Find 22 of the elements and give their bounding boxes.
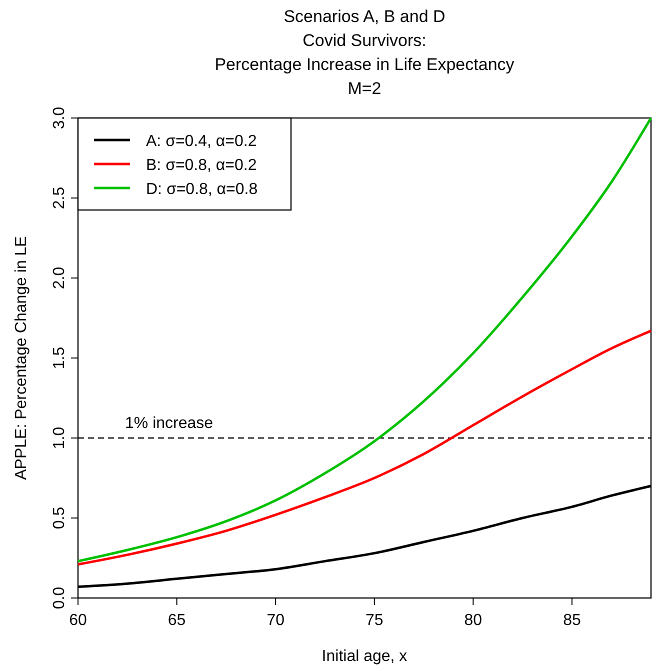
x-tick-label: 60 — [69, 612, 87, 629]
line-series — [76, 116, 652, 562]
line-series — [76, 330, 652, 566]
chart-title: Scenarios A, B and D Covid Survivors: Percentage Increase in Life Expectancy M=2 — [214, 7, 515, 98]
ref-line-label: 1% increase — [125, 415, 214, 432]
x-tick-label: 65 — [168, 612, 186, 629]
y-tick-label: 2.0 — [51, 266, 68, 290]
legend-label: D: σ=0.8, α=0.8 — [146, 181, 258, 198]
x-tick-label: 85 — [563, 612, 581, 629]
legend-label: B: σ=0.8, α=0.2 — [146, 157, 257, 174]
y-tick-label: 2.5 — [51, 186, 68, 210]
y-tick-label: 0.0 — [51, 586, 68, 610]
y-tick-label: 3.0 — [51, 106, 68, 130]
y-tick-label: 1.0 — [51, 426, 68, 450]
y-tick-label: 1.5 — [51, 346, 68, 370]
y-axis-title: APPLE: Percentage Change in LE — [13, 236, 30, 480]
x-tick-label: 70 — [266, 612, 285, 629]
x-tick-label: 75 — [365, 612, 384, 629]
x-tick-label: 80 — [464, 612, 482, 629]
y-tick-label: 0.5 — [51, 506, 68, 530]
legend-label: A: σ=0.4, α=0.2 — [146, 133, 257, 150]
x-axis-title: Initial age, x — [322, 648, 408, 665]
